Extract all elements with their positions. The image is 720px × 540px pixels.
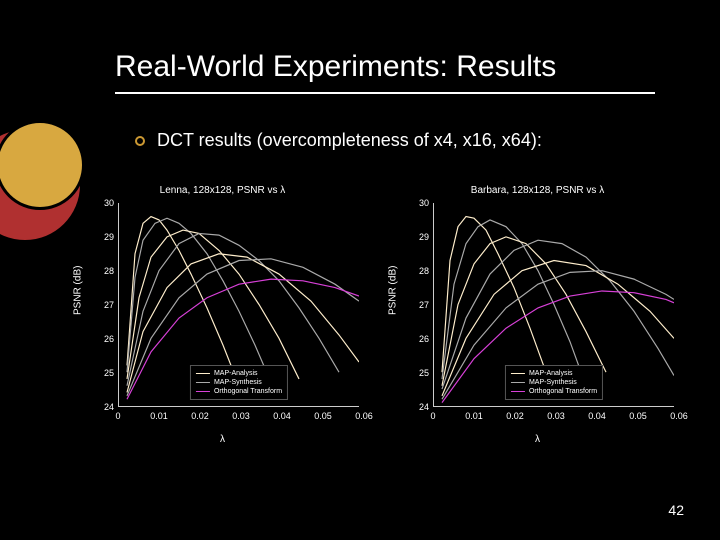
plot-area: MAP-AnalysisMAP-SynthesisOrthogonal Tran… [433, 203, 674, 407]
legend-label: MAP-Synthesis [529, 378, 577, 387]
x-tick: 0.06 [670, 411, 688, 421]
y-axis-label: PSNR (dB) [73, 266, 84, 315]
x-tick: 0.05 [629, 411, 647, 421]
title-underline [115, 92, 655, 94]
x-tick: 0.05 [314, 411, 332, 421]
plot-area: MAP-AnalysisMAP-SynthesisOrthogonal Tran… [118, 203, 359, 407]
y-tick: 28 [98, 266, 114, 276]
y-tick: 28 [413, 266, 429, 276]
legend-item: MAP-Synthesis [511, 378, 597, 387]
chart-title: Barbara, 128x128, PSNR vs λ [395, 185, 680, 196]
x-tick: 0 [115, 411, 120, 421]
x-tick: 0.01 [150, 411, 168, 421]
x-tick: 0.03 [547, 411, 565, 421]
legend-item: Orthogonal Transform [196, 387, 282, 396]
legend-item: MAP-Analysis [196, 369, 282, 378]
y-tick: 30 [413, 198, 429, 208]
x-tick: 0.01 [465, 411, 483, 421]
y-tick: 29 [98, 232, 114, 242]
y-tick: 25 [413, 368, 429, 378]
legend-label: Orthogonal Transform [214, 387, 282, 396]
y-tick: 24 [413, 402, 429, 412]
x-tick: 0.06 [355, 411, 373, 421]
bullet-row: DCT results (overcompleteness of x4, x16… [135, 130, 542, 151]
legend-label: MAP-Analysis [529, 369, 573, 378]
legend-swatch [511, 373, 525, 375]
y-tick: 30 [98, 198, 114, 208]
x-tick: 0.04 [273, 411, 291, 421]
legend-swatch [196, 373, 210, 375]
legend-item: Orthogonal Transform [511, 387, 597, 396]
chart-legend: MAP-AnalysisMAP-SynthesisOrthogonal Tran… [190, 365, 288, 400]
y-tick: 24 [98, 402, 114, 412]
legend-item: MAP-Analysis [511, 369, 597, 378]
chart-legend: MAP-AnalysisMAP-SynthesisOrthogonal Tran… [505, 365, 603, 400]
y-tick: 27 [98, 300, 114, 310]
chart-barbara: Barbara, 128x128, PSNR vs λ MAP-AnalysisM… [395, 185, 680, 445]
y-tick: 25 [98, 368, 114, 378]
x-tick: 0.04 [588, 411, 606, 421]
x-tick: 0.03 [232, 411, 250, 421]
legend-swatch [196, 391, 210, 393]
chart-title: Lenna, 128x128, PSNR vs λ [80, 185, 365, 196]
charts-container: Lenna, 128x128, PSNR vs λMAP-AnalysisMAP… [80, 185, 680, 445]
y-tick: 27 [413, 300, 429, 310]
legend-swatch [511, 382, 525, 384]
legend-label: MAP-Synthesis [214, 378, 262, 387]
bullet-text: DCT results (overcompleteness of x4, x16… [157, 130, 542, 151]
x-axis-label: λ [535, 434, 540, 445]
chart-lenna: Lenna, 128x128, PSNR vs λ MAP-AnalysisMAP… [80, 185, 365, 445]
legend-swatch [511, 391, 525, 393]
legend-label: MAP-Analysis [214, 369, 258, 378]
legend-item: MAP-Synthesis [196, 378, 282, 387]
x-tick: 0.02 [506, 411, 524, 421]
legend-label: Orthogonal Transform [529, 387, 597, 396]
legend-swatch [196, 382, 210, 384]
y-axis-label: PSNR (dB) [388, 266, 399, 315]
slide-title: Real-World Experiments: Results [115, 50, 556, 84]
bullet-icon [135, 136, 145, 146]
x-tick: 0.02 [191, 411, 209, 421]
slide-decoration [0, 120, 90, 240]
y-tick: 29 [413, 232, 429, 242]
x-tick: 0 [430, 411, 435, 421]
y-tick: 26 [98, 334, 114, 344]
y-tick: 26 [413, 334, 429, 344]
x-axis-label: λ [220, 434, 225, 445]
slide-number: 42 [668, 502, 684, 518]
